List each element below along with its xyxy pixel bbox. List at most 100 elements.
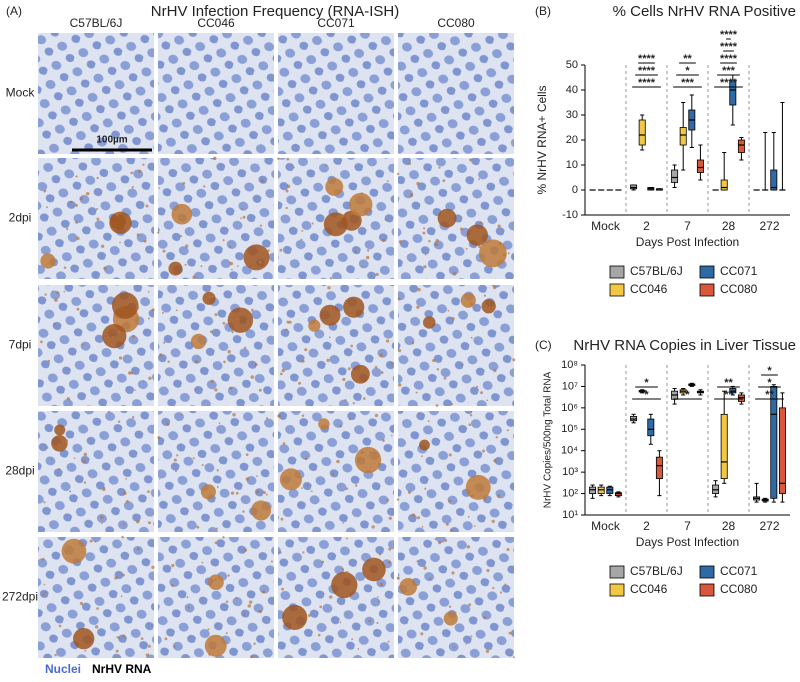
legend-swatch (609, 583, 625, 597)
rna-dot (502, 253, 506, 257)
significance-label: **** (720, 29, 738, 41)
rna-dot (387, 560, 391, 564)
rna-dot (231, 268, 233, 271)
rna-dot (428, 239, 431, 243)
panel-label: (B) (535, 4, 551, 18)
rna-dot (278, 414, 282, 418)
significance-label: **** (720, 53, 738, 65)
rna-dot (424, 253, 427, 256)
column-label: CC080 (437, 16, 475, 30)
rna-dot (185, 244, 189, 248)
rna-dot (478, 178, 481, 181)
legend-swatch (609, 265, 625, 279)
rna-dot (285, 328, 288, 331)
rna-dot (292, 166, 295, 169)
rna-dot (73, 457, 76, 459)
rna-dot (504, 583, 507, 586)
rna-stain (325, 177, 344, 196)
rna-dot (103, 266, 107, 271)
rna-dot (192, 457, 195, 460)
x-tick-label: 272 (759, 219, 779, 233)
rna-dot (397, 348, 402, 353)
rna-dot (506, 547, 510, 551)
rna-dot (448, 453, 452, 457)
rna-dot (486, 399, 489, 402)
rna-dot (236, 265, 239, 267)
rna-dot (173, 645, 176, 648)
rna-dot (209, 295, 213, 299)
legend-label: CC071 (720, 564, 758, 578)
box (679, 127, 687, 146)
rna-dot (301, 487, 303, 490)
rna-dot (339, 621, 342, 624)
rna-dot (469, 302, 473, 306)
x-tick-label: 28 (722, 519, 736, 533)
rna-dot (327, 286, 331, 290)
rna-dot (151, 308, 155, 312)
y-axis-label: % NrHV RNA+ Cells (535, 85, 549, 194)
rna-dot (450, 402, 454, 406)
rna-dot (173, 458, 177, 462)
rna-dot (416, 305, 420, 309)
rna-dot (354, 484, 358, 487)
rna-dot (75, 220, 78, 224)
rna-dot (417, 287, 421, 292)
rna-dot (56, 291, 60, 295)
box (778, 407, 786, 494)
rna-dot (66, 397, 71, 401)
box (720, 413, 728, 479)
rna-dot (449, 528, 453, 532)
rna-dot (96, 607, 99, 610)
rna-dot (432, 359, 436, 363)
rna-dot (121, 535, 125, 539)
rna-dot (44, 293, 47, 296)
rna-dot (232, 413, 236, 417)
rna-stain (319, 304, 341, 326)
rna-dot (171, 584, 174, 587)
significance-label: ** (765, 389, 774, 401)
rna-dot (506, 429, 509, 432)
rna-dot (245, 477, 249, 481)
rna-dot (100, 515, 104, 520)
rna-stain (73, 627, 95, 650)
rna-dot (374, 452, 377, 455)
micrograph (158, 285, 274, 406)
rna-dot (499, 591, 503, 594)
rna-dot (361, 265, 363, 268)
rna-dot (497, 494, 501, 498)
rna-dot (42, 593, 45, 596)
rna-dot (495, 436, 498, 439)
rna-dot (242, 613, 246, 616)
rna-dot (328, 336, 331, 339)
rna-dot (147, 490, 150, 494)
rna-stain (350, 364, 370, 384)
rna-dot (396, 498, 400, 501)
rna-dot (147, 290, 150, 293)
rna-dot (43, 189, 47, 193)
chart-title: % Cells NrHV RNA Positive (613, 3, 796, 20)
rna-dot (466, 545, 471, 549)
rna-dot (229, 386, 233, 390)
rna-dot (254, 363, 258, 367)
rna-dot (207, 628, 210, 631)
panel-label: (A) (6, 4, 22, 18)
rna-dot (469, 414, 473, 417)
rna-stain (51, 435, 68, 452)
rna-dot (374, 365, 378, 369)
rna-dot (486, 568, 490, 573)
y-tick-label: 40 (566, 84, 578, 96)
rna-dot (319, 605, 323, 609)
rna-dot (467, 515, 470, 518)
rna-stain (250, 500, 272, 521)
significance-label: * (767, 365, 772, 377)
rna-dot (209, 330, 213, 334)
rna-dot (158, 477, 161, 480)
rna-dot (69, 200, 73, 204)
rna-dot (278, 551, 282, 554)
rna-dot (216, 486, 219, 489)
rna-dot (76, 307, 80, 311)
significance-label: ** (683, 53, 692, 65)
rna-dot (447, 309, 450, 312)
rna-dot (258, 388, 262, 392)
rna-dot (96, 208, 99, 210)
